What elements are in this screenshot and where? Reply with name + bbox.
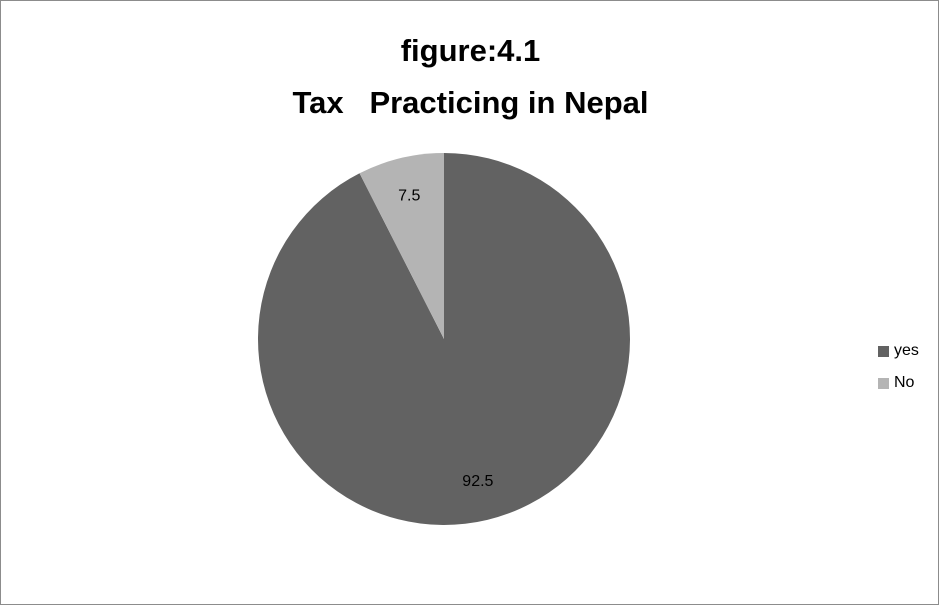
data-label-no: 7.5 [398,187,420,204]
pie-slice-yes [258,153,631,525]
legend-label-no: No [894,374,915,391]
legend-swatch-yes [878,345,889,357]
data-label-yes: 92.5 [462,473,493,490]
chart-title-line-2: Tax Practicing in Nepal [292,85,649,120]
legend-swatch-no [878,377,889,389]
pie-slice-no [359,153,444,339]
legend-item-yes: yes [878,340,919,362]
chart-title-line-1: figure:4.1 [400,33,541,68]
legend-item-no: No [878,372,919,394]
legend-label-yes: yes [894,342,919,359]
legend: yes No [878,340,919,404]
